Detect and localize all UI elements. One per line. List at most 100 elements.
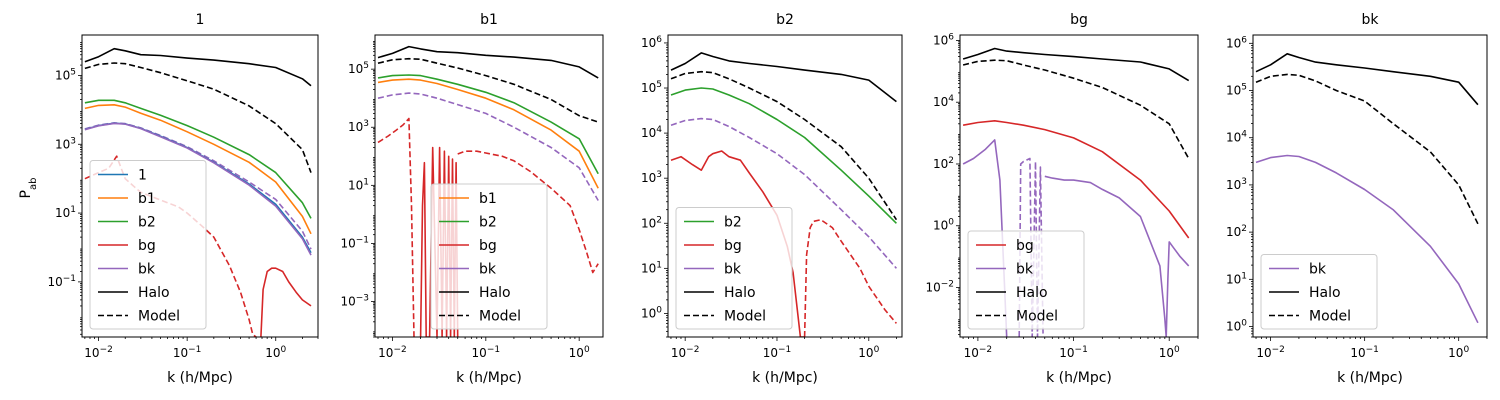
subplot-title: bg (1070, 12, 1088, 28)
y-tick-label: 106 (1226, 35, 1247, 50)
subplot-2: 10−2 10−1 100 10−3 10−1 101 103 105 b1 k (h/Mpc) b… (340, 12, 604, 386)
legend-label-b1: b1 (479, 191, 497, 207)
series-line-model-1 (962, 59, 1190, 159)
subplot-5: 10−2 10−1 100 100 101 102 103 104 105 106 bk k (h/M… (1226, 12, 1488, 386)
axes-frame (959, 34, 1199, 338)
series-line-model-1 (84, 62, 312, 173)
y-axis-label-main: P (18, 190, 34, 198)
y-tick-label: 10−1 (47, 274, 76, 289)
y-tick-label: 105 (641, 80, 662, 95)
y-tick-label: 105 (1226, 83, 1247, 98)
legend-label-model: Model (1309, 309, 1351, 325)
y-tick-label: 104 (933, 94, 954, 109)
x-tick-label: 10−1 (763, 345, 792, 360)
legend-label-bk: bk (1309, 262, 1327, 278)
y-tick-label: 10−3 (340, 294, 369, 309)
legend-label-b2: b2 (138, 215, 156, 231)
x-axis-label: k (h/Mpc) (1046, 370, 1112, 386)
legend: b2 bg bk Halo Model (675, 207, 793, 330)
y-tick-label: 103 (55, 136, 76, 151)
series-line-halo-0 (84, 47, 312, 87)
y-tick-label: 103 (348, 119, 369, 134)
series-line-halo-0 (377, 45, 599, 79)
legend-box (89, 160, 207, 330)
axes-frame (374, 34, 604, 338)
legend-label-bk: bk (479, 262, 497, 278)
series-line-b1-3 (84, 104, 312, 235)
legend-box (675, 207, 793, 330)
legend-label-halo: Halo (1309, 285, 1341, 301)
series-line-model-1 (1255, 73, 1479, 225)
legend-label-halo: Halo (724, 285, 756, 301)
legend-label-b2: b2 (479, 215, 497, 231)
y-tick-label: 105 (348, 61, 369, 76)
x-tick-label: 10−1 (472, 345, 501, 360)
x-tick-label: 10−1 (173, 345, 202, 360)
legend-label-halo: Halo (138, 285, 170, 301)
subplot-title: b2 (776, 12, 794, 28)
legend-label-bg: bg (479, 238, 497, 254)
legend-label-bk: bk (138, 262, 156, 278)
series-line-bk-4 (377, 92, 599, 201)
x-tick-label: 100 (1159, 345, 1180, 360)
plot-area (84, 47, 312, 337)
y-axis-label-sub: ab (28, 178, 39, 190)
series-line-model-1 (377, 57, 599, 123)
y-tick-label: 101 (641, 260, 662, 275)
series-line-halo-0 (962, 47, 1190, 82)
legend-label-bk: bk (1016, 262, 1034, 278)
x-axis-label: k (h/Mpc) (1337, 370, 1403, 386)
subplot-4: 10−2 10−1 100 10−2 100 102 104 106 bg k (h/Mpc) bg… (925, 12, 1199, 386)
y-tick-label: 102 (1226, 224, 1247, 239)
legend-label-1: 1 (138, 168, 147, 184)
x-tick-label: 10−2 (1256, 345, 1285, 360)
y-tick-label: 100 (641, 305, 662, 320)
legend: bk Halo Model (1260, 254, 1378, 330)
x-tick-label: 100 (1448, 345, 1469, 360)
subplot-3: 10−2 10−1 100 100 101 102 103 104 105 106 b2 k (h/M… (641, 12, 903, 386)
subplot-1: 10−2 10−1 100 10−1 101 103 105 1 k (h/Mpc) 1 b1 b2 b… (47, 12, 319, 386)
y-axis-label: Pab (18, 178, 39, 199)
legend-box (967, 230, 1085, 330)
x-tick-label: 10−1 (1059, 345, 1088, 360)
subplot-title: bk (1362, 12, 1380, 28)
series-line-bk-2 (1255, 154, 1479, 324)
x-tick-label: 100 (858, 345, 879, 360)
legend-label-model: Model (479, 309, 521, 325)
series-line-bg-7 (457, 150, 599, 274)
series-line-halo-0 (670, 52, 897, 103)
series-line-bk-3 (670, 117, 898, 269)
y-tick-label: 101 (55, 205, 76, 220)
y-tick-label: 103 (641, 170, 662, 185)
series-line-bg-5 (803, 218, 898, 337)
plot-area (1255, 52, 1479, 324)
y-tick-label: 10−1 (340, 235, 369, 250)
series-line-bk-4 (1018, 157, 1044, 337)
y-tick-label: 103 (1226, 177, 1247, 192)
series-line-b2-2 (670, 87, 897, 224)
legend-label-model: Model (724, 309, 766, 325)
series-line-halo-0 (1255, 52, 1479, 106)
legend-label-bg: bg (138, 238, 156, 254)
legend-label-model: Model (138, 309, 180, 325)
legend: bg bk Halo Model (967, 230, 1085, 330)
series-line-bk-6 (84, 122, 312, 256)
y-tick-label: 104 (641, 125, 662, 140)
series-line-b2-2 (377, 74, 599, 175)
legend-label-bg: bg (724, 238, 742, 254)
y-tick-label: 101 (1226, 271, 1247, 286)
y-tick-label: 106 (933, 32, 954, 47)
legend-label-b1: b1 (138, 191, 156, 207)
x-tick-label: 10−2 (378, 345, 407, 360)
x-tick-label: 10−2 (671, 345, 700, 360)
x-tick-label: 100 (265, 345, 286, 360)
x-axis-label: k (h/Mpc) (752, 370, 818, 386)
x-tick-label: 10−2 (84, 345, 113, 360)
series-line-bg-5 (377, 117, 415, 337)
y-tick-label: 105 (55, 67, 76, 82)
y-tick-label: 102 (933, 156, 954, 171)
y-tick-label: 104 (1226, 130, 1247, 145)
x-tick-label: 100 (569, 345, 590, 360)
x-tick-label: 10−2 (964, 345, 993, 360)
